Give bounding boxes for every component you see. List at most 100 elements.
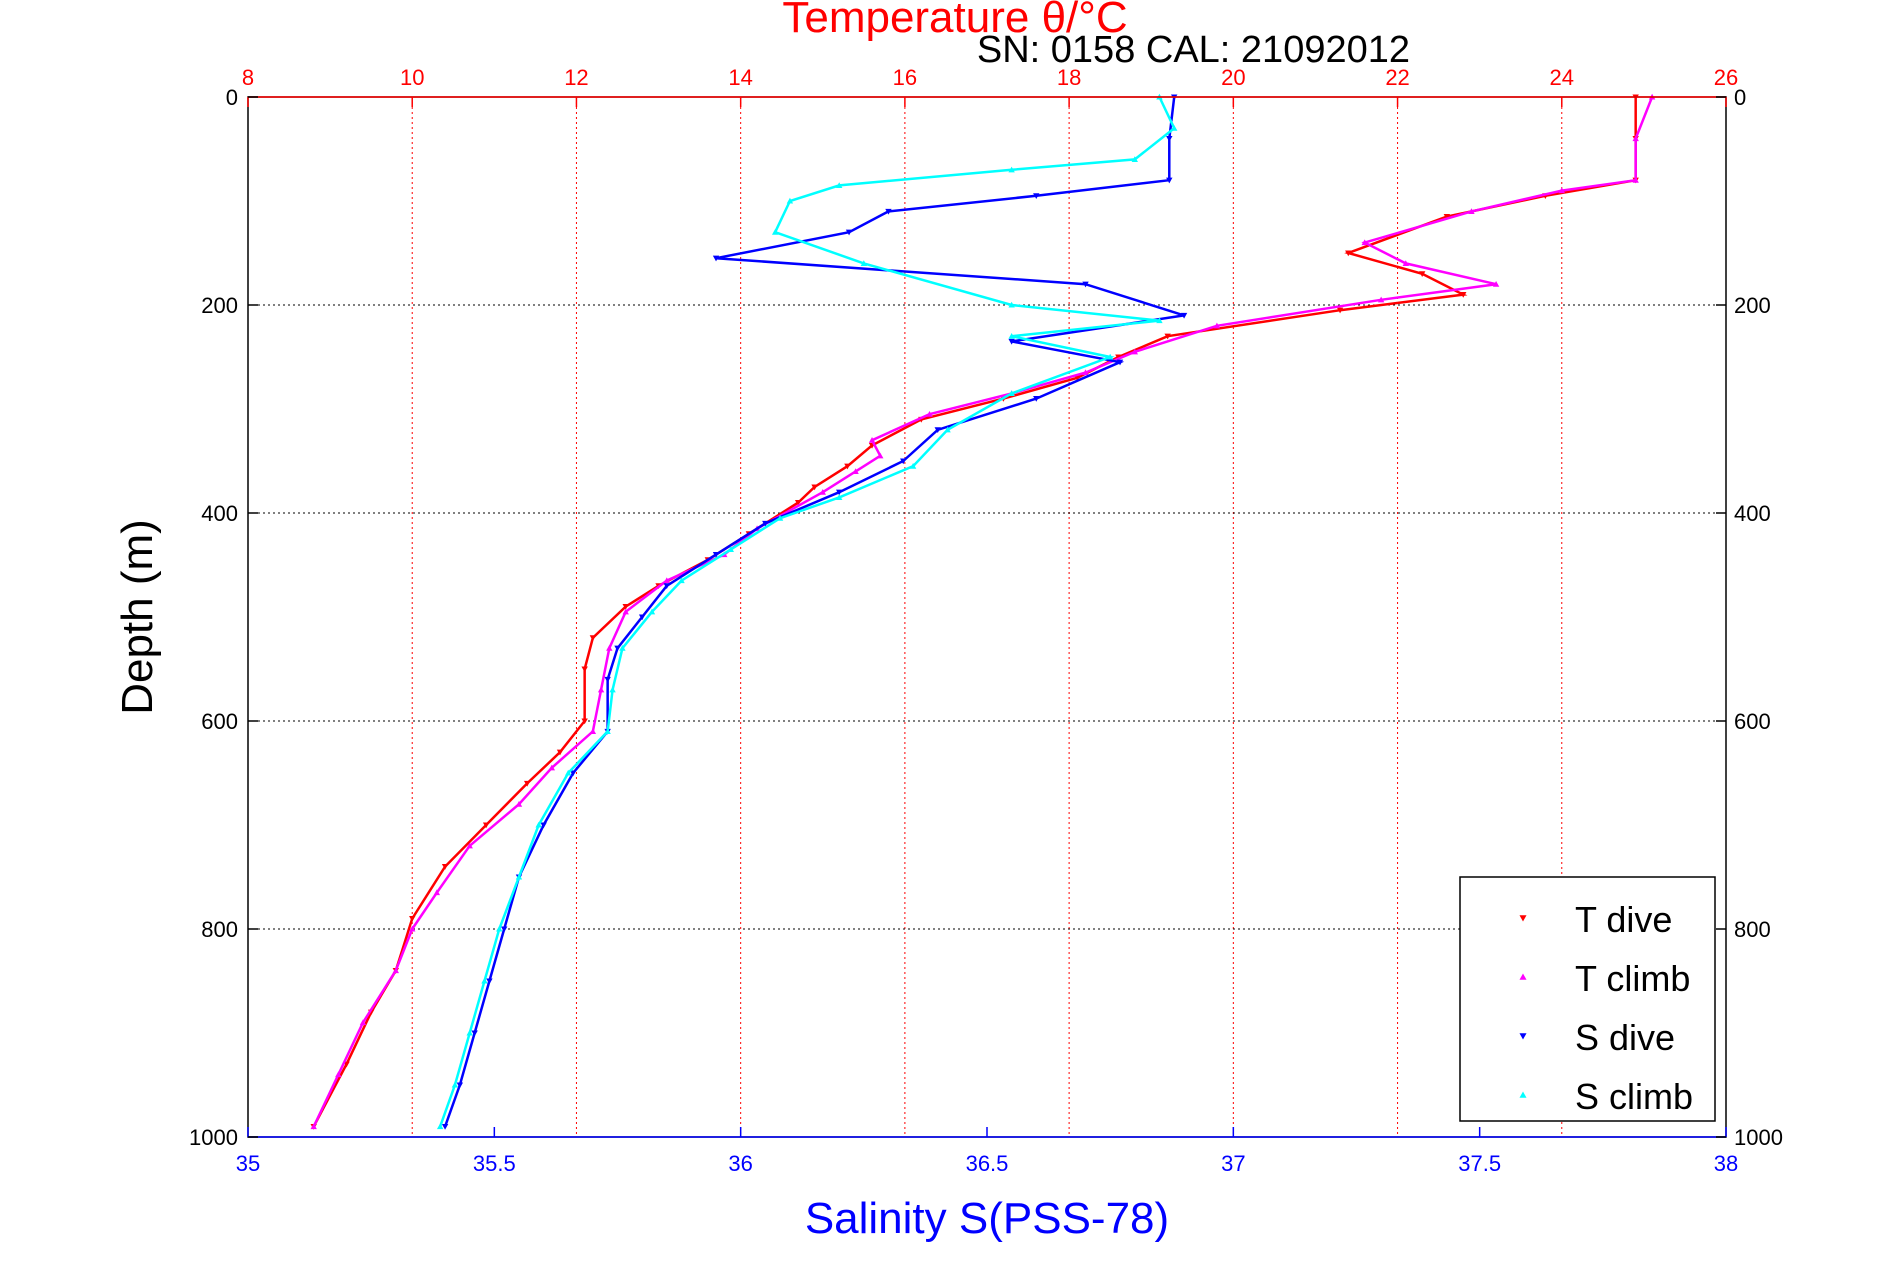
data-point [589, 728, 597, 734]
data-point [1008, 338, 1015, 345]
legend-marker [1519, 1091, 1527, 1098]
data-point [1418, 271, 1426, 277]
data-point [1468, 208, 1475, 214]
bottom-tick-label: 35 [236, 1151, 260, 1176]
data-point [1180, 312, 1188, 319]
legend-label: T dive [1575, 899, 1672, 940]
data-point [934, 427, 941, 433]
data-point [486, 978, 493, 985]
data-point [1008, 390, 1015, 396]
data-point [678, 577, 685, 584]
data-point [1558, 187, 1565, 194]
data-point [819, 489, 826, 495]
data-point [845, 229, 853, 236]
top-axis-title: Temperature θ/°C [782, 0, 1127, 42]
bottom-tick-label: 37.5 [1458, 1151, 1501, 1176]
right-tick-label: 800 [1734, 917, 1771, 942]
top-tick-label: 18 [1057, 65, 1081, 90]
left-tick-label: 800 [201, 917, 238, 942]
data-point [466, 1029, 473, 1036]
data-point [836, 182, 843, 188]
top-tick-label: 20 [1221, 65, 1245, 90]
data-point [909, 463, 917, 469]
data-point [523, 780, 531, 787]
data-point [1492, 281, 1500, 287]
data-point [597, 686, 605, 693]
top-tick-label: 12 [564, 65, 588, 90]
series-line [312, 97, 1637, 1128]
data-point [614, 645, 621, 652]
left-tick-label: 1000 [189, 1125, 238, 1150]
data-point [1033, 396, 1040, 402]
legend-marker [1519, 973, 1527, 980]
data-point [844, 463, 851, 470]
data-point [548, 764, 556, 771]
data-point [885, 208, 892, 215]
data-point [771, 229, 779, 235]
data-point [648, 608, 656, 615]
axis-ticks: 8 10 12 14 16 18 20 22 24 26 35 35.5 36 36.5 37 37.5 38 0… [189, 65, 1783, 1176]
data-point [1213, 322, 1221, 329]
data-point [852, 468, 859, 474]
bottom-tick-label: 36.5 [966, 1151, 1009, 1176]
data-point [604, 728, 611, 734]
data-point [1074, 375, 1081, 381]
left-tick-label: 600 [201, 709, 238, 734]
data-point [762, 520, 769, 527]
right-tick-label: 400 [1734, 501, 1771, 526]
data-point [622, 608, 629, 615]
right-tick-label: 600 [1734, 709, 1771, 734]
bottom-tick-label: 35.5 [473, 1151, 516, 1176]
data-point [606, 645, 613, 651]
data-point [581, 718, 588, 725]
data-point [836, 494, 843, 500]
data-point [433, 889, 441, 896]
legend-box [1459, 876, 1716, 1122]
legend: T dive T climb S dive S climb [1459, 876, 1716, 1122]
data-point [1443, 214, 1451, 220]
right-tick-label: 0 [1734, 85, 1746, 110]
bottom-axis-title: Salinity S(PSS-78) [805, 1194, 1169, 1243]
data-point [877, 452, 884, 459]
left-tick-label: 0 [226, 85, 238, 110]
bottom-tick-label: 37 [1221, 1151, 1245, 1176]
right-tick-label: 1000 [1734, 1125, 1783, 1150]
data-point [1033, 193, 1040, 199]
data-point [1402, 260, 1409, 266]
top-tick-label: 26 [1714, 65, 1738, 90]
top-tick-label: 14 [728, 65, 752, 90]
top-tick-label: 22 [1385, 65, 1409, 90]
data-point [638, 614, 646, 621]
top-tick-label: 8 [242, 65, 254, 90]
data-point [622, 604, 629, 610]
data-point [1008, 333, 1015, 339]
sn-cal-annotation: SN: 0158 CAL: 21092012 [977, 29, 1410, 71]
data-point [1082, 281, 1089, 288]
data-point [1082, 369, 1089, 376]
data-point [1106, 353, 1114, 360]
data-point [556, 749, 564, 756]
data-point [409, 916, 416, 922]
data-point [619, 645, 626, 651]
data-point [663, 583, 670, 589]
data-point [540, 822, 547, 829]
data-point [712, 255, 720, 262]
data-point [1361, 239, 1368, 246]
data-point [604, 676, 611, 683]
legend-label: T climb [1575, 958, 1690, 999]
data-point [727, 546, 735, 552]
data-point [776, 515, 784, 521]
data-point [441, 1124, 449, 1130]
data-point [786, 197, 794, 204]
data-point [581, 666, 588, 673]
data-point [1131, 156, 1138, 162]
data-point [1171, 125, 1178, 131]
series-t-dive [310, 94, 1639, 1130]
data-point [1345, 250, 1352, 257]
y-axis-title: Depth (m) [113, 519, 162, 715]
top-tick-label: 10 [400, 65, 424, 90]
data-point [836, 489, 843, 496]
data-point [359, 1019, 367, 1026]
series-t-climb [310, 93, 1656, 1130]
data-point [409, 925, 416, 932]
